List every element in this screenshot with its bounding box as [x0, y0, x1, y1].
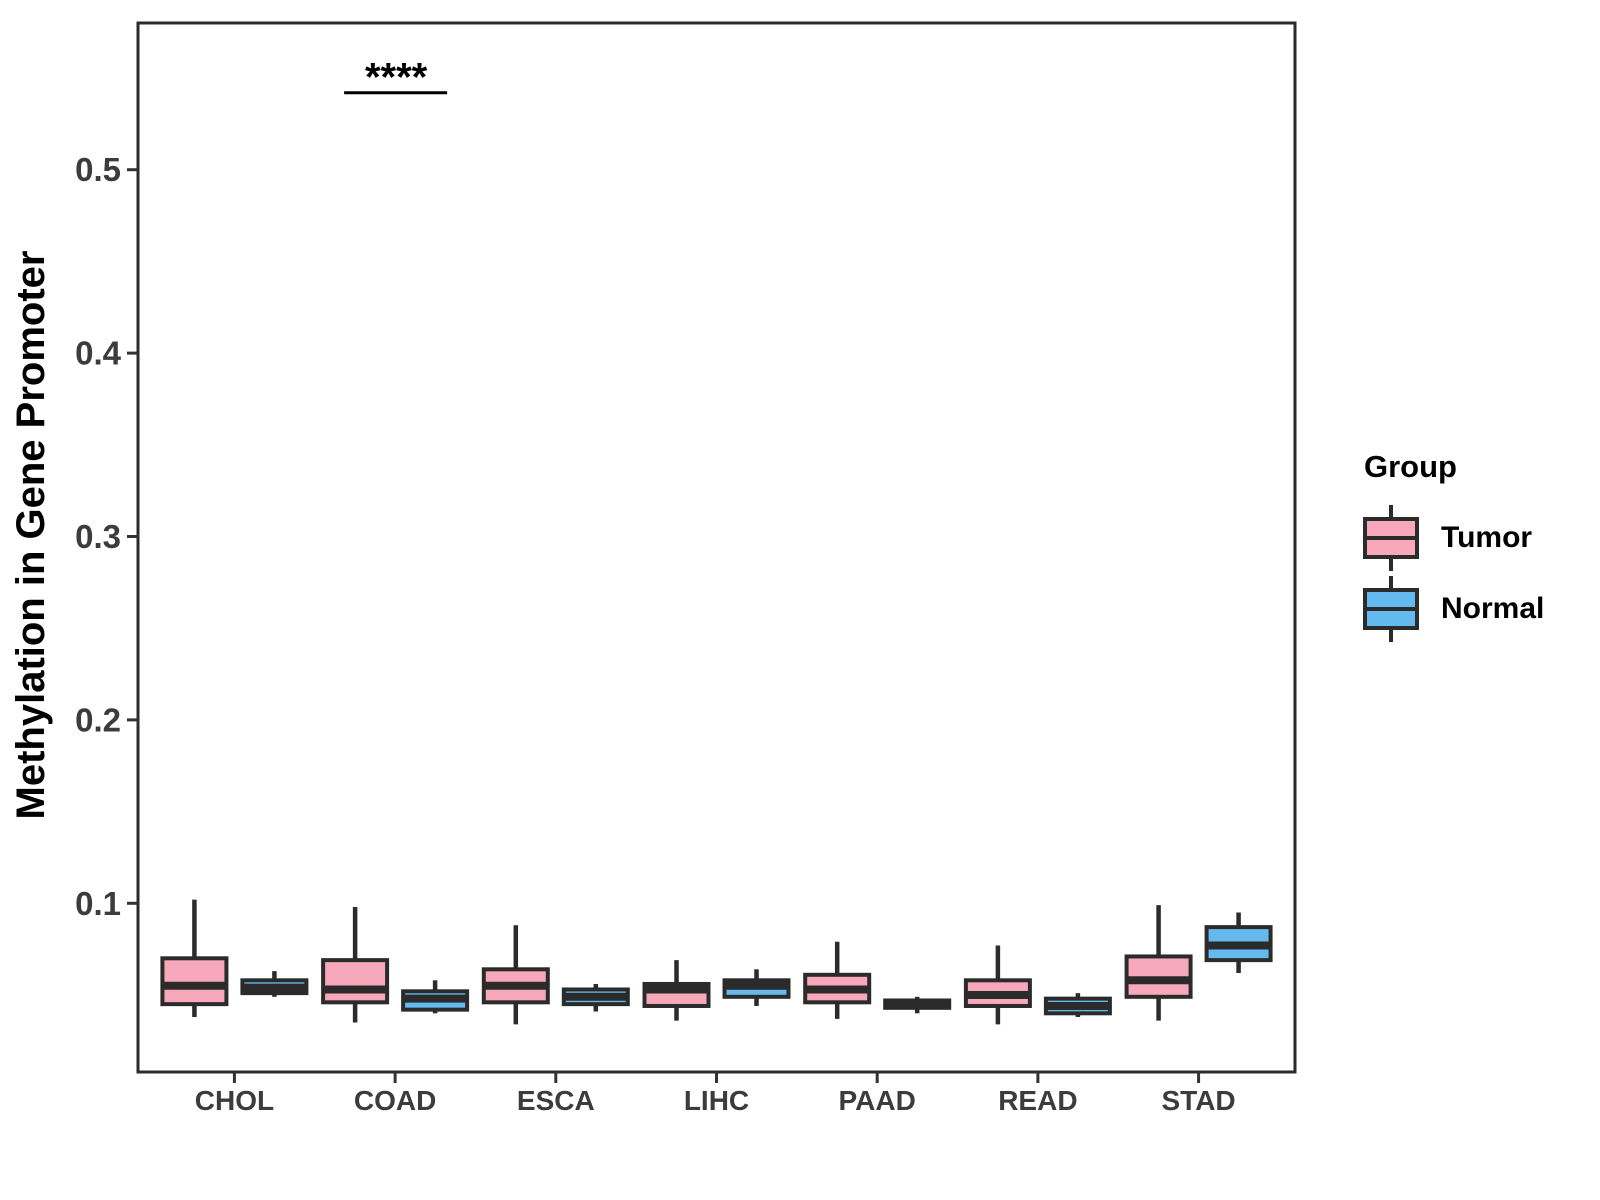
legend: Group Tumor Normal	[1362, 449, 1544, 647]
y-axis-tick-label: 0.3	[75, 518, 121, 555]
normal-boxplot-key-icon	[1363, 576, 1419, 642]
iqr-box	[321, 958, 390, 1005]
x-axis-label-chol: CHOL	[195, 1085, 274, 1116]
boxplot-read-normal	[1043, 993, 1112, 1017]
boxplot-lihc-tumor	[642, 960, 711, 1021]
boxplot-paad-tumor	[803, 941, 872, 1019]
legend-title: Group	[1364, 449, 1457, 484]
boxplot-stad-normal	[1204, 912, 1273, 973]
y-axis-tick-label: 0.5	[75, 151, 121, 188]
boxplot-esca-tumor	[481, 925, 550, 1025]
boxplot-lihc-normal	[722, 969, 791, 1006]
boxplot-paad-normal	[883, 996, 952, 1014]
boxplot-read-tumor	[963, 945, 1032, 1025]
significance-stars: ****	[365, 56, 428, 100]
x-axis-label-read: READ	[998, 1085, 1077, 1116]
y-axis-title: Methylation in Gene Promoter	[9, 250, 53, 820]
x-axis-label-coad: COAD	[354, 1085, 436, 1116]
legend-item-normal: Normal	[1362, 576, 1544, 642]
plot-panel	[136, 21, 1297, 1074]
y-axis-tick-label: 0.4	[75, 335, 122, 372]
boxplot-esca-normal	[561, 983, 630, 1012]
boxplot-stad-tumor	[1124, 905, 1193, 1021]
y-axis-tick-label: 0.2	[75, 701, 121, 738]
iqr-box	[160, 956, 229, 1007]
boxplot-chol-tumor	[160, 899, 229, 1017]
x-axis-label-lihc: LIHC	[684, 1085, 749, 1116]
x-axis-label-stad: STAD	[1162, 1085, 1236, 1116]
x-axis-label-paad: PAAD	[839, 1085, 916, 1116]
boxplot-coad-tumor	[321, 906, 390, 1023]
legend-item-tumor: Tumor	[1362, 505, 1544, 571]
legend-item-tumor-label: Tumor	[1441, 521, 1533, 554]
y-axis-tick-label: 0.1	[75, 885, 121, 922]
boxplot-chol-normal	[240, 971, 309, 997]
tumor-boxplot-key-icon	[1363, 505, 1419, 571]
legend-item-normal-label: Normal	[1441, 592, 1545, 625]
boxplot-coad-normal	[401, 980, 470, 1014]
x-axis-label-esca: ESCA	[517, 1085, 595, 1116]
